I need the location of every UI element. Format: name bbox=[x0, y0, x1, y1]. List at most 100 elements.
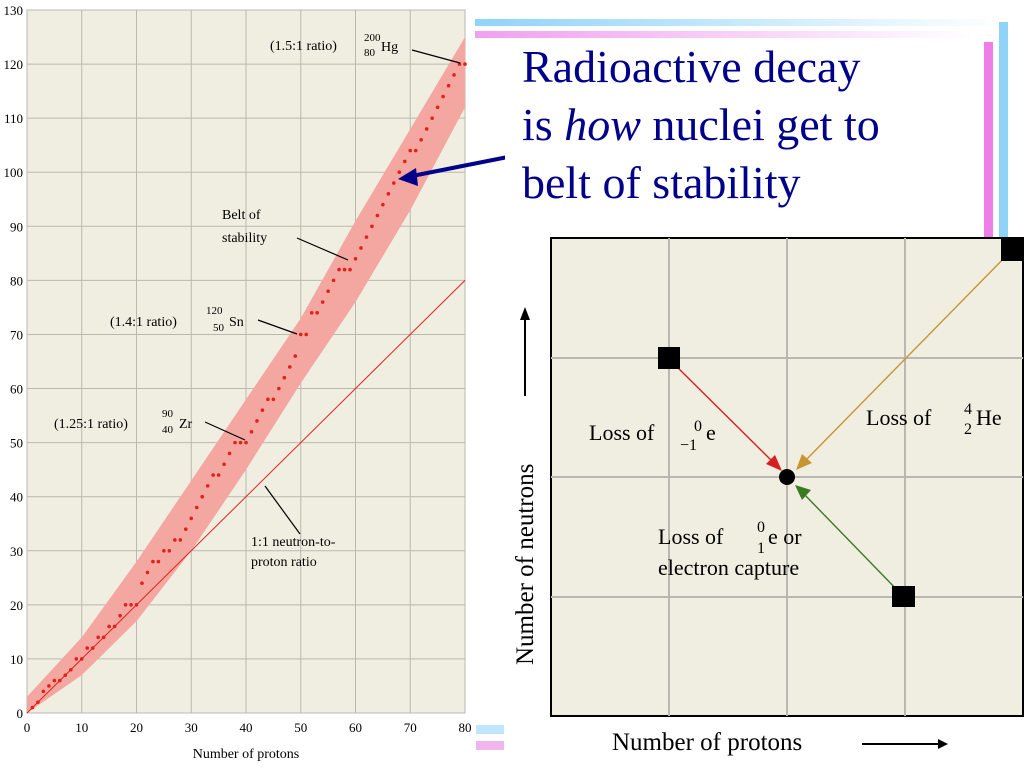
nuclide-point bbox=[392, 181, 396, 185]
accent-bar-blue-top bbox=[475, 19, 1005, 26]
beta-minus-arrow bbox=[667, 357, 776, 465]
nuclide-point bbox=[260, 408, 265, 412]
nuclide-point bbox=[52, 678, 57, 683]
nuclide-point bbox=[370, 224, 374, 229]
nuclide-point bbox=[359, 246, 363, 250]
y-tick-label: 80 bbox=[10, 273, 23, 288]
positron-label: Loss of bbox=[658, 524, 724, 549]
nuclide-point bbox=[255, 419, 259, 423]
title-text-nuclei: nuclei get to bbox=[640, 99, 880, 150]
positron-label-text: Loss of bbox=[658, 524, 724, 549]
nuclide-point bbox=[41, 689, 46, 694]
nuclide-point bbox=[183, 527, 188, 531]
nuclide-point bbox=[85, 646, 90, 650]
nuclide-point bbox=[309, 311, 314, 315]
nuclide-point bbox=[408, 148, 413, 153]
nuclide-point bbox=[167, 548, 172, 553]
sn-ratio-label: (1.4:1 ratio) bbox=[110, 315, 177, 330]
nuclide-point bbox=[101, 635, 106, 640]
nuclide-point bbox=[238, 440, 243, 445]
y-tick-label: 70 bbox=[10, 327, 23, 342]
x-tick-label: 50 bbox=[294, 720, 307, 735]
nuclide-point bbox=[112, 624, 117, 629]
decay-directions-diagram: Loss of 0 −1 e Loss of 4 2 He Loss of 0 … bbox=[512, 237, 1024, 717]
nuclide-point bbox=[463, 62, 467, 66]
electron-capture-label: electron capture bbox=[658, 555, 799, 580]
nuclide-point bbox=[430, 116, 434, 120]
positron-symbol-text: e bbox=[768, 524, 778, 549]
ratio-pointer bbox=[264, 485, 301, 535]
title-to-belt-arrow bbox=[411, 155, 505, 178]
nuclide-point bbox=[96, 635, 100, 640]
hg-ratio-label: (1.5:1 ratio) bbox=[270, 39, 337, 54]
x-tick-label: 30 bbox=[185, 720, 198, 735]
nuclide-point bbox=[364, 235, 369, 239]
alpha-symbol: He bbox=[976, 405, 1002, 430]
positron-symbol: e or bbox=[768, 524, 802, 549]
one-to-one-ratio-line bbox=[26, 280, 466, 714]
sn-pointer bbox=[257, 319, 298, 335]
nuclide-point bbox=[282, 375, 287, 380]
x-tick-label: 70 bbox=[404, 720, 417, 735]
nuclide-point bbox=[63, 673, 68, 677]
nuclide-point bbox=[452, 73, 456, 77]
y-tick-label: 120 bbox=[4, 57, 24, 72]
x-axis-label: Number of protons bbox=[193, 747, 300, 762]
positron-top: 0 bbox=[757, 519, 765, 536]
daughter-nucleus bbox=[779, 469, 795, 485]
ratio-label-line-2: proton ratio bbox=[251, 555, 317, 570]
nuclide-point bbox=[446, 83, 451, 88]
alpha-label-text: Loss of bbox=[866, 405, 932, 430]
nuclide-point bbox=[140, 581, 144, 586]
positron-arrow bbox=[801, 491, 904, 597]
nuclide-point bbox=[79, 657, 84, 661]
nuclide-point bbox=[337, 267, 341, 272]
zr-atomic-number: 40 bbox=[162, 424, 174, 436]
hg-mass-number: 200 bbox=[364, 32, 381, 44]
beta-minus-arrowhead bbox=[766, 455, 782, 471]
title-to-belt-arrowhead bbox=[398, 168, 418, 186]
zr-symbol: Zr bbox=[179, 417, 193, 432]
y-tick-label: 110 bbox=[4, 111, 23, 126]
nuclide-point bbox=[413, 148, 418, 153]
nuclide-point bbox=[435, 105, 440, 110]
nuclide-point bbox=[386, 192, 391, 196]
y-axis-arrowhead bbox=[520, 307, 530, 320]
nuclide-point bbox=[129, 603, 133, 607]
positron-bottom: 1 bbox=[757, 540, 765, 557]
nuclide-point bbox=[151, 559, 155, 564]
nuclide-point bbox=[331, 278, 336, 283]
y-axis-label: Number of neutrons bbox=[512, 464, 539, 665]
beta-minus-symbol: e bbox=[706, 420, 716, 445]
beta-minus-label-text: Loss of bbox=[589, 420, 655, 445]
x-tick-label: 80 bbox=[459, 720, 472, 735]
accent-bar-pink-top bbox=[475, 31, 975, 38]
y-tick-label: 100 bbox=[4, 165, 24, 180]
chart-grid bbox=[26, 9, 466, 714]
nuclide-point bbox=[233, 440, 237, 445]
nuclide-point bbox=[211, 473, 215, 477]
nuclide-point bbox=[74, 657, 79, 661]
y-tick-label: 130 bbox=[4, 3, 24, 18]
slide-title-line-2: is how nuclei get to bbox=[522, 96, 982, 154]
slide-title: Radioactive decay is how nuclei get to b… bbox=[522, 38, 982, 212]
nuclide-point bbox=[424, 127, 429, 131]
nuclide-point bbox=[156, 559, 161, 564]
nuclide-point bbox=[69, 667, 73, 672]
nuclide-point bbox=[298, 332, 303, 337]
sn-mass-number: 120 bbox=[206, 305, 223, 317]
nuclide-point bbox=[419, 137, 424, 142]
alpha-top: 4 bbox=[964, 401, 972, 418]
x-tick-label: 40 bbox=[240, 720, 253, 735]
nuclide-point bbox=[271, 397, 276, 402]
diagram-x-axis-label: Number of protons bbox=[612, 729, 803, 756]
y-axis-label-group: Number of neutrons bbox=[512, 464, 539, 665]
accent-bar-blue-vertical bbox=[999, 22, 1008, 242]
nuclide-point bbox=[293, 354, 298, 358]
title-text-how: how bbox=[564, 99, 641, 150]
nuclide-point bbox=[90, 646, 95, 650]
nuclide-point bbox=[36, 700, 40, 704]
nuclide-point bbox=[266, 397, 270, 402]
zr-ratio-label: (1.25:1 ratio) bbox=[54, 417, 128, 432]
ratio-label-line-1: 1:1 neutron-to- bbox=[251, 535, 336, 550]
